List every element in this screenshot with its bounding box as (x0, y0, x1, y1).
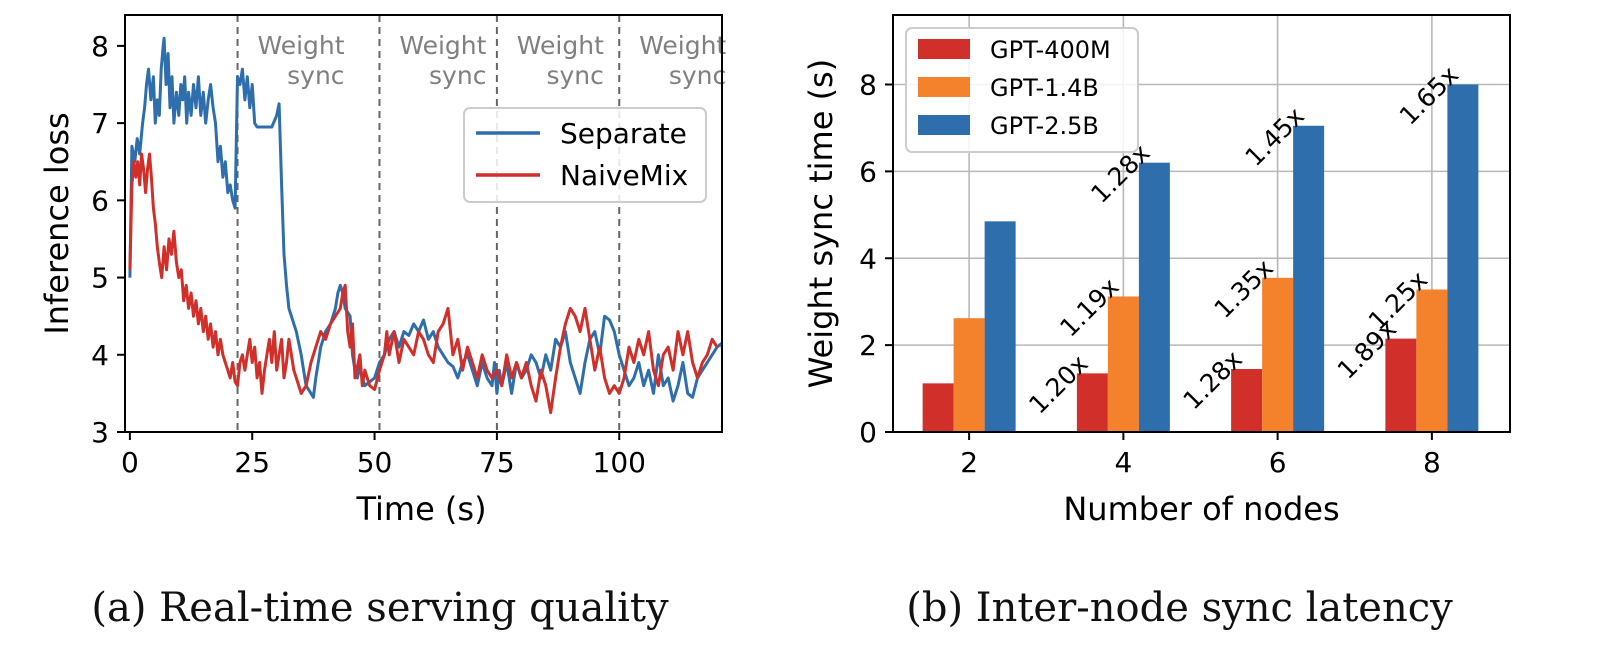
bar-gpt-400m-8 (1385, 338, 1417, 432)
y-tick-label: 4 (859, 242, 877, 275)
weight-sync-label-3: Weight sync (517, 31, 604, 90)
y-tick-label: 0 (859, 416, 877, 449)
weight-sync-label-4: Weight sync (639, 31, 726, 90)
weight-sync-label-2: Weight sync (399, 31, 486, 90)
y-tick-label: 8 (91, 30, 109, 63)
bar-gpt-1.4b-6 (1262, 277, 1294, 432)
y-tick-label: 5 (91, 262, 109, 295)
bar-gpt-2.5b-4 (1138, 162, 1170, 432)
y-tick-label: 3 (91, 416, 109, 449)
x-axis-label: Time (s) (355, 490, 486, 528)
legend-label-naivemix: NaiveMix (560, 159, 688, 192)
legend-swatch-gpt-1.4b (918, 77, 970, 97)
legend: GPT-400M GPT-1.4B GPT-2.5B (905, 27, 1139, 153)
x-tick-label: 100 (593, 446, 646, 479)
bar-gpt-400m-6 (1231, 369, 1263, 432)
x-tick-label: 2 (960, 446, 978, 479)
line-chart-inference-loss: Weight sync Weight sync Weight sync Weight sync… (38, 14, 726, 528)
y-tick-label: 4 (91, 339, 109, 372)
legend-swatch-gpt-2.5b (918, 115, 970, 135)
y-tick-label: 8 (859, 69, 877, 102)
plot-frame (892, 14, 1511, 433)
x-tick-label: 75 (479, 446, 515, 479)
legend-swatch-gpt-400m (918, 39, 970, 59)
x-tick-label: 4 (1114, 446, 1132, 479)
y-axis-label: Inference loss (38, 112, 76, 334)
caption-a: (a) Real-time serving quality (91, 585, 669, 631)
legend: Separate NaiveMix (463, 107, 707, 203)
series-line-naivemix (128, 152, 719, 415)
bar-gpt-2.5b-6 (1293, 125, 1325, 432)
series-line-separate (128, 36, 722, 403)
x-tick-label: 6 (1269, 446, 1287, 479)
bar-gpt-1.4b-2 (953, 318, 985, 432)
x-tick-label: 0 (121, 446, 139, 479)
x-tick-label: 25 (234, 446, 270, 479)
bar-gpt-2.5b-8 (1447, 84, 1479, 432)
y-tick-label: 7 (91, 107, 109, 140)
weight-sync-label-1: Weight sync (257, 31, 344, 90)
legend-label-separate: Separate (560, 117, 687, 150)
x-axis-label: Number of nodes (1063, 490, 1339, 528)
y-tick-label: 6 (859, 155, 877, 188)
bar-gpt-400m-2 (922, 383, 954, 432)
y-tick-label: 2 (859, 329, 877, 362)
plot-frame (124, 14, 723, 433)
legend-label-gpt-2.5b: GPT-2.5B (990, 112, 1099, 140)
legend-label-gpt-1.4b: GPT-1.4B (990, 74, 1099, 102)
y-tick-label: 6 (91, 184, 109, 217)
x-tick-label: 50 (357, 446, 393, 479)
legend-label-gpt-400m: GPT-400M (990, 36, 1111, 64)
bar-gpt-1.4b-4 (1107, 296, 1139, 432)
bar-gpt-2.5b-2 (984, 221, 1016, 432)
y-axis-label: Weight sync time (s) (802, 59, 840, 388)
x-tick-label: 8 (1423, 446, 1441, 479)
caption-b: (b) Inter-node sync latency (906, 585, 1453, 631)
bar-gpt-1.4b-8 (1416, 289, 1448, 432)
bar-gpt-400m-4 (1076, 373, 1108, 432)
